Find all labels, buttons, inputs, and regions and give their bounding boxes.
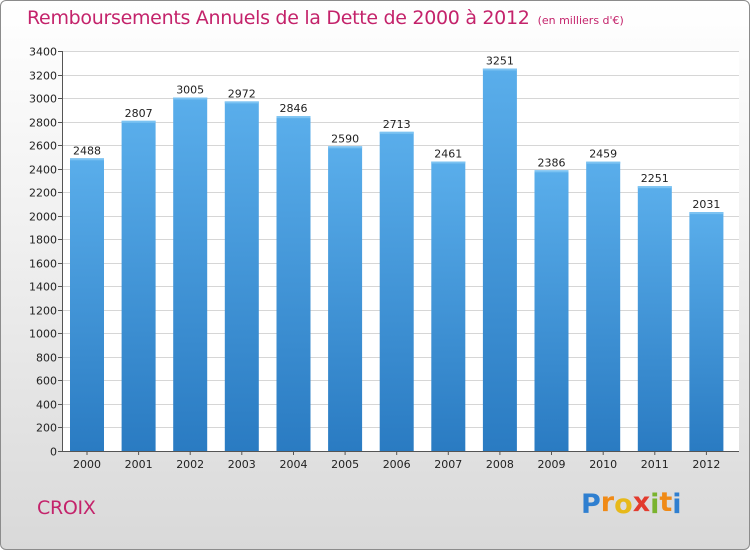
- logo-letter: P: [581, 489, 601, 520]
- value-label-2001: 2807: [125, 107, 153, 120]
- y-tick-label: 600: [36, 375, 57, 388]
- logo-letter: i: [672, 489, 682, 520]
- title-line: Remboursements Annuels de la Dette de 20…: [27, 7, 624, 29]
- bar-top-highlight: [276, 116, 311, 119]
- y-tick-label: 1800: [29, 234, 57, 247]
- value-label-2006: 2713: [383, 118, 411, 131]
- value-label-2008: 3251: [486, 55, 514, 68]
- y-tick-label: 0: [50, 446, 57, 459]
- bar-2001: [121, 120, 156, 452]
- bar-top-highlight: [328, 146, 363, 149]
- value-label-2004: 2846: [280, 102, 308, 115]
- y-tick-label: 3200: [29, 70, 57, 83]
- y-tick-label: 200: [36, 422, 57, 435]
- axes: [58, 51, 739, 455]
- y-tick-label: 1000: [29, 328, 57, 341]
- x-tick-label-2009: 2009: [538, 458, 566, 471]
- y-tick-label: 2600: [29, 140, 57, 153]
- bar-2003: [224, 101, 259, 452]
- bar-2009: [534, 170, 569, 452]
- x-tick-label-2001: 2001: [125, 458, 153, 471]
- x-tick-label-2011: 2011: [641, 458, 669, 471]
- logo-letter: o: [614, 489, 633, 520]
- y-tick-label: 3400: [29, 46, 57, 59]
- bar-top-highlight: [70, 158, 104, 161]
- bar-top-highlight: [534, 170, 569, 173]
- chart-title: Remboursements Annuels de la Dette de 20…: [27, 7, 530, 29]
- value-label-2011: 2251: [641, 172, 669, 185]
- y-tick-label: 1200: [29, 305, 57, 318]
- value-label-2009: 2386: [538, 156, 566, 169]
- y-tick-label: 1400: [29, 281, 57, 294]
- logo-letter: t: [659, 487, 673, 518]
- commune-name: CROIX: [37, 497, 96, 519]
- proxiti-logo: Proxiti: [581, 487, 682, 520]
- bar-top-highlight: [379, 131, 414, 134]
- x-tick-label-2006: 2006: [383, 458, 411, 471]
- y-tick-label: 1600: [29, 258, 57, 271]
- labels: 0 200 400 600 800 1000 1200 1400 1600 1800 2000 220…: [29, 46, 720, 472]
- value-label-2005: 2590: [331, 132, 359, 145]
- x-tick-label-2008: 2008: [486, 458, 514, 471]
- x-tick-label-2004: 2004: [280, 458, 308, 471]
- bar-2011: [637, 186, 672, 451]
- y-tick-label: 2400: [29, 164, 57, 177]
- value-label-2010: 2459: [589, 148, 617, 161]
- bar-2006: [379, 131, 414, 452]
- y-tick-label: 400: [36, 399, 57, 412]
- bars: [70, 68, 724, 452]
- bar-2007: [431, 161, 466, 451]
- bar-2000: [70, 158, 104, 452]
- bar-2010: [586, 161, 621, 451]
- value-label-2003: 2972: [228, 87, 256, 100]
- bar-2004: [276, 116, 311, 451]
- bar-2008: [482, 68, 517, 451]
- logo-letter: x: [632, 487, 651, 518]
- value-label-2012: 2031: [692, 198, 720, 211]
- x-tick-label-2003: 2003: [228, 458, 256, 471]
- value-label-2007: 2461: [434, 148, 462, 161]
- bar-top-highlight: [482, 68, 517, 71]
- x-tick-label-2000: 2000: [73, 458, 101, 471]
- bar-2005: [328, 146, 363, 452]
- y-tick-label: 800: [36, 352, 57, 365]
- x-tick-label-2005: 2005: [331, 458, 359, 471]
- y-tick-label: 2200: [29, 187, 57, 200]
- chart-subtitle: (en milliers d'€): [537, 14, 624, 27]
- bar-top-highlight: [586, 161, 621, 164]
- value-label-2002: 3005: [176, 84, 204, 97]
- x-tick-label-2012: 2012: [692, 458, 720, 471]
- bar-2012: [689, 212, 724, 451]
- bar-top-highlight: [173, 97, 208, 100]
- x-tick-label-2002: 2002: [176, 458, 204, 471]
- x-tick-label-2007: 2007: [434, 458, 462, 471]
- bar-top-highlight: [121, 120, 156, 123]
- logo-letter: r: [600, 487, 615, 518]
- value-label-2000: 2488: [73, 144, 101, 157]
- bar-top-highlight: [689, 212, 724, 215]
- y-tick-label: 3000: [29, 93, 57, 106]
- y-tick-label: 2800: [29, 117, 57, 130]
- bar-top-highlight: [637, 186, 672, 189]
- bar-top-highlight: [224, 101, 259, 104]
- logo-letter: i: [650, 489, 660, 520]
- x-tick-label-2010: 2010: [589, 458, 617, 471]
- bar-top-highlight: [431, 161, 466, 164]
- bar-2002: [173, 97, 208, 451]
- y-tick-label: 2000: [29, 211, 57, 224]
